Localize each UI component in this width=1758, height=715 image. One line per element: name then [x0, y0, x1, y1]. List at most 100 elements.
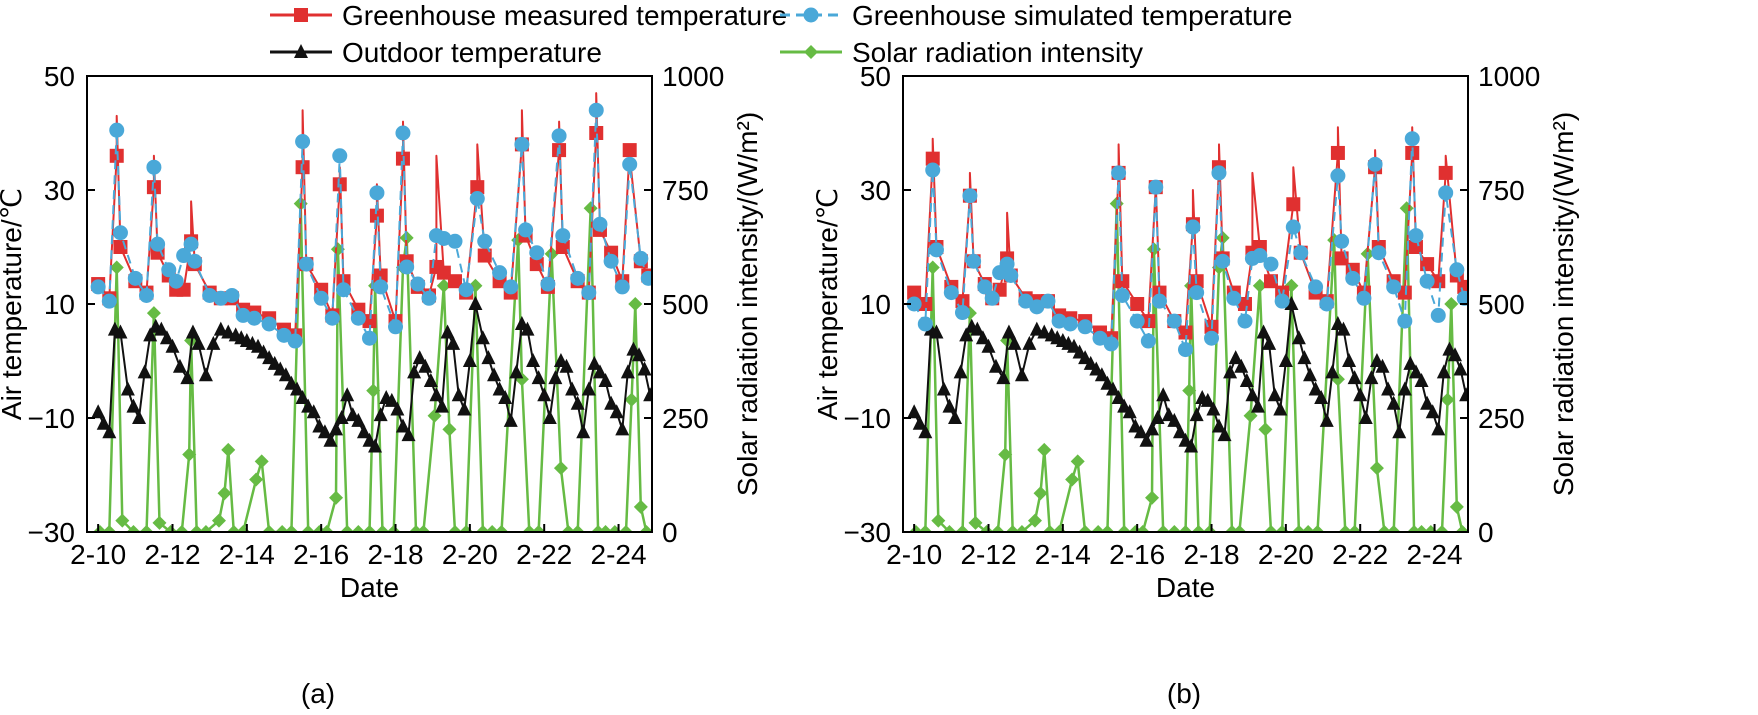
- plot-frame: [86, 75, 653, 533]
- data-point: [187, 253, 203, 269]
- data-point: [362, 314, 377, 329]
- data-point: [929, 324, 944, 339]
- data-point: [1347, 525, 1362, 532]
- data-point: [1145, 490, 1160, 505]
- data-point: [1303, 367, 1318, 382]
- data-point: [276, 327, 292, 343]
- y2-axis-label: Solar radiation intensity/(W/m²): [732, 112, 763, 496]
- data-point: [91, 404, 106, 419]
- data-point: [979, 525, 994, 532]
- data-point: [1403, 355, 1418, 370]
- data-point: [917, 316, 933, 332]
- data-point: [587, 355, 602, 370]
- data-point: [176, 248, 192, 264]
- data-point: [113, 324, 128, 339]
- data-point: [369, 208, 384, 223]
- x-tick-label: 2-16: [1109, 539, 1165, 570]
- data-point: [618, 525, 633, 532]
- x-tick-label: 2-14: [219, 539, 275, 570]
- data-point: [1455, 525, 1468, 532]
- data-point: [470, 180, 485, 195]
- data-point: [447, 233, 463, 249]
- data-point: [1204, 330, 1220, 346]
- data-point: [1285, 219, 1301, 235]
- data-point: [1114, 287, 1130, 303]
- data-point: [1037, 324, 1052, 339]
- data-point: [1111, 165, 1127, 181]
- data-point: [446, 335, 461, 350]
- y2-tick-label: 250: [662, 403, 709, 434]
- data-point: [529, 245, 545, 261]
- data-point: [503, 279, 519, 295]
- data-point: [1106, 381, 1121, 396]
- data-point: [1001, 324, 1016, 339]
- data-point: [996, 370, 1011, 385]
- data-point: [1078, 525, 1093, 532]
- data-point: [1386, 395, 1401, 410]
- data-point: [970, 321, 985, 336]
- data-point: [1338, 525, 1353, 532]
- data-point: [624, 392, 639, 407]
- data-point: [458, 282, 474, 298]
- data-point: [401, 427, 416, 442]
- data-point: [615, 421, 630, 436]
- data-point: [102, 424, 117, 439]
- data-point: [368, 438, 383, 453]
- data-point: [390, 401, 405, 416]
- data-point: [1178, 325, 1193, 340]
- data-point: [436, 265, 451, 280]
- data-point: [555, 228, 571, 244]
- data-point: [395, 418, 410, 433]
- data-point: [183, 236, 199, 252]
- data-point: [1042, 525, 1057, 532]
- data-point: [1386, 279, 1402, 295]
- data-point: [1091, 525, 1106, 532]
- data-point: [475, 330, 490, 345]
- series-greenhouse-measured-temperature: [907, 126, 1468, 346]
- data-point: [514, 136, 530, 152]
- data-point: [1062, 316, 1078, 332]
- data-point: [362, 330, 377, 346]
- data-point: [1122, 404, 1137, 419]
- data-point: [1202, 525, 1217, 532]
- panel-label: (b): [1167, 678, 1201, 709]
- data-point: [614, 279, 630, 295]
- data-point: [1166, 313, 1182, 329]
- data-point: [1431, 274, 1446, 289]
- data-point: [1440, 392, 1455, 407]
- data-point: [287, 333, 303, 349]
- data-point: [1178, 525, 1193, 532]
- data-point: [1274, 293, 1290, 309]
- data-point: [101, 293, 117, 309]
- x-tick-label: 2-18: [367, 539, 423, 570]
- data-point: [1217, 427, 1232, 442]
- data-point: [109, 122, 125, 138]
- data-point: [143, 327, 158, 342]
- data-point: [159, 330, 174, 345]
- data-point: [1232, 525, 1247, 532]
- data-point: [1286, 197, 1301, 212]
- data-point: [1239, 372, 1254, 387]
- data-point: [146, 159, 162, 175]
- data-point: [1156, 387, 1171, 402]
- x-tick-label: 2-10: [886, 539, 942, 570]
- data-point: [581, 381, 596, 396]
- data-point: [375, 525, 390, 532]
- data-point: [1018, 293, 1034, 309]
- data-point: [329, 421, 344, 436]
- data-point: [1135, 525, 1150, 532]
- data-point: [126, 398, 141, 413]
- panel-label: (a): [301, 678, 335, 709]
- data-point: [429, 387, 444, 402]
- plot-area: [90, 92, 652, 532]
- data-point: [477, 248, 492, 263]
- data-point: [1278, 353, 1293, 367]
- data-point: [102, 525, 117, 532]
- data-point: [628, 297, 643, 311]
- data-point: [120, 381, 135, 396]
- data-point: [565, 381, 580, 396]
- data-point: [1425, 404, 1440, 419]
- data-point: [1182, 383, 1197, 398]
- data-point: [1342, 353, 1357, 367]
